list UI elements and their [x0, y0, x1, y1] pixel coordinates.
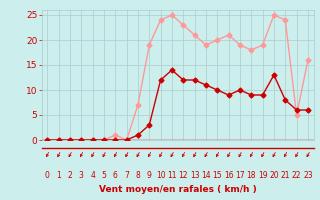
Text: 1: 1	[56, 171, 61, 180]
Text: Vent moyen/en rafales ( km/h ): Vent moyen/en rafales ( km/h )	[99, 185, 256, 194]
Text: 11: 11	[167, 171, 177, 180]
Text: 20: 20	[269, 171, 279, 180]
Text: 21: 21	[281, 171, 290, 180]
Text: 9: 9	[147, 171, 152, 180]
Text: 8: 8	[136, 171, 140, 180]
Text: 14: 14	[201, 171, 211, 180]
Text: 13: 13	[190, 171, 199, 180]
Text: 23: 23	[303, 171, 313, 180]
Text: 10: 10	[156, 171, 165, 180]
Text: 16: 16	[224, 171, 233, 180]
Text: 2: 2	[68, 171, 72, 180]
Text: 4: 4	[90, 171, 95, 180]
Text: 19: 19	[258, 171, 268, 180]
Text: 6: 6	[113, 171, 118, 180]
Text: 5: 5	[101, 171, 106, 180]
Text: 17: 17	[235, 171, 245, 180]
Text: 0: 0	[45, 171, 50, 180]
Text: 15: 15	[212, 171, 222, 180]
Text: 12: 12	[179, 171, 188, 180]
Text: 22: 22	[292, 171, 301, 180]
Text: 3: 3	[79, 171, 84, 180]
Text: 7: 7	[124, 171, 129, 180]
Text: 18: 18	[246, 171, 256, 180]
